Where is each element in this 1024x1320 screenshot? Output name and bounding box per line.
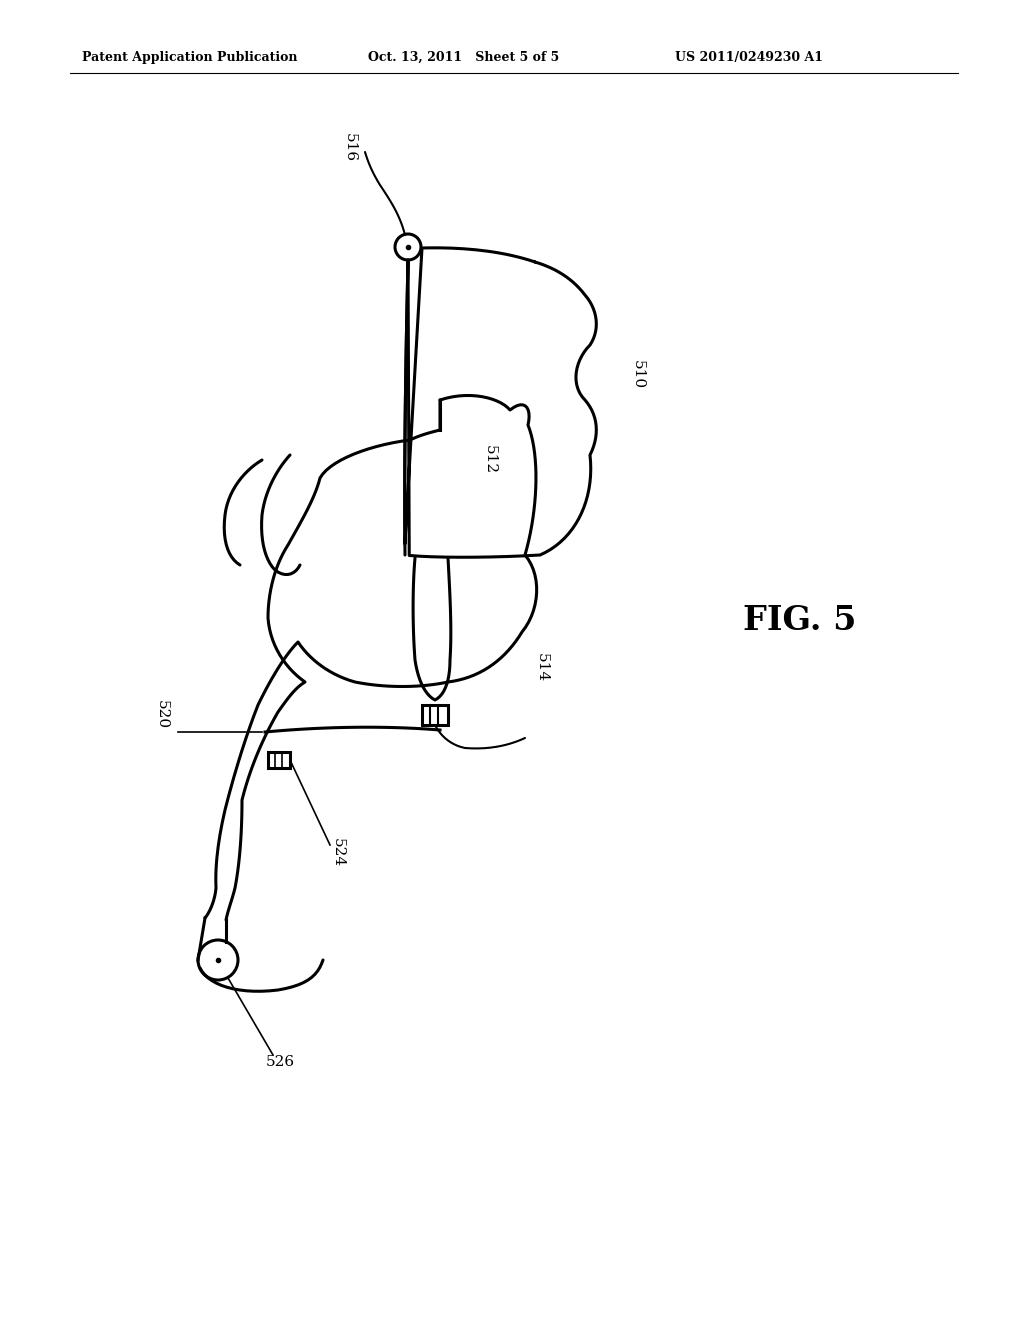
Bar xyxy=(268,752,290,768)
Text: Patent Application Publication: Patent Application Publication xyxy=(82,50,298,63)
Text: 510: 510 xyxy=(631,360,645,389)
Text: 516: 516 xyxy=(343,133,357,162)
Text: Oct. 13, 2011   Sheet 5 of 5: Oct. 13, 2011 Sheet 5 of 5 xyxy=(368,50,559,63)
Bar xyxy=(422,705,449,725)
Text: 520: 520 xyxy=(155,701,169,730)
Text: 512: 512 xyxy=(483,445,497,475)
Text: 526: 526 xyxy=(265,1055,295,1069)
Text: 514: 514 xyxy=(535,653,549,682)
Text: US 2011/0249230 A1: US 2011/0249230 A1 xyxy=(675,50,823,63)
Text: 524: 524 xyxy=(331,838,345,867)
Text: FIG. 5: FIG. 5 xyxy=(743,603,857,636)
